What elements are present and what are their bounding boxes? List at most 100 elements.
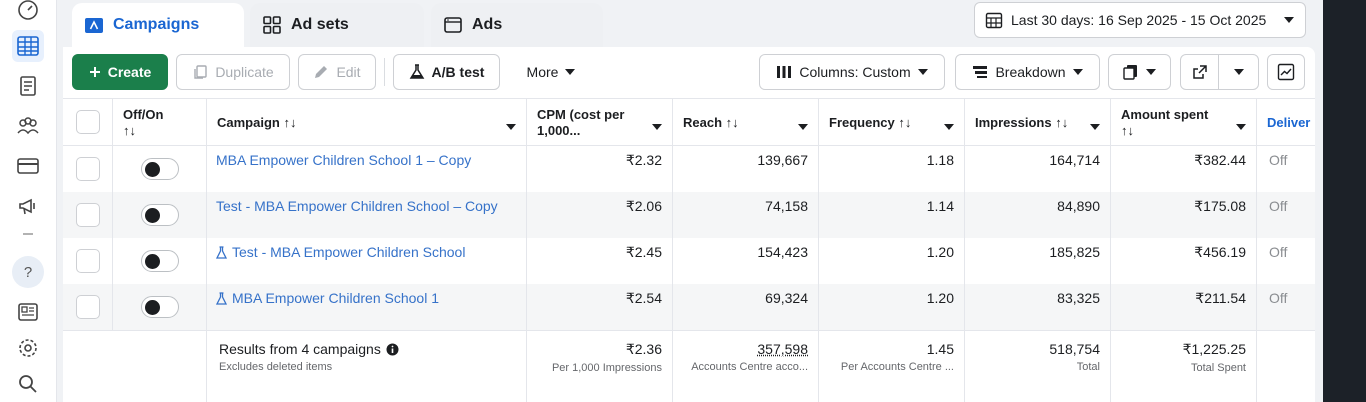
row-checkbox[interactable]: [75, 249, 100, 273]
header-frequency[interactable]: Frequency ↑↓: [819, 99, 965, 145]
cpm-cell: ₹2.06: [527, 192, 673, 238]
campaign-toggle[interactable]: [140, 158, 179, 180]
sort-icon[interactable]: ↑↓: [898, 115, 912, 130]
toggle-knob: [144, 300, 160, 315]
campaign-name-cell[interactable]: Test - MBA Empower Children School – Cop…: [207, 192, 527, 238]
footer-results: Results from 4 campaigns Excludes delete…: [207, 331, 527, 402]
tab-ads[interactable]: Ads: [431, 3, 603, 47]
campaigns-table: Off/On ↑↓ Campaign ↑↓ CPM (cost per 1,00…: [63, 98, 1315, 402]
campaign-toggle[interactable]: [140, 250, 179, 272]
sort-icon[interactable]: ↑↓: [1121, 123, 1134, 138]
pages-icon[interactable]: [12, 70, 44, 102]
header-reach[interactable]: Reach ↑↓: [673, 99, 819, 145]
export-button[interactable]: [1180, 54, 1259, 90]
table-row[interactable]: MBA Empower Children School 1 ₹2.54 69,324…: [63, 284, 1315, 330]
header-amount-spent[interactable]: Amount spent ↑↓: [1111, 99, 1257, 145]
chevron-down-icon: [917, 68, 928, 76]
duplicate-button[interactable]: Duplicate: [176, 54, 290, 90]
select-all-checkbox[interactable]: [75, 110, 100, 134]
campaign-name-cell[interactable]: MBA Empower Children School 1 – Copy: [207, 146, 527, 192]
edit-button[interactable]: Edit: [298, 54, 376, 90]
row-checkbox[interactable]: [75, 203, 100, 227]
row-toggle-cell: [113, 146, 207, 192]
ab-test-button[interactable]: A/B test: [393, 54, 500, 90]
column-menu-caret-icon[interactable]: [652, 119, 662, 134]
campaign-name-link[interactable]: MBA Empower Children School 1: [232, 290, 439, 306]
settings-gear-icon[interactable]: [12, 332, 44, 364]
chart-button[interactable]: [1267, 54, 1305, 90]
header-campaign[interactable]: Campaign ↑↓: [207, 99, 527, 145]
campaign-name-cell[interactable]: Test - MBA Empower Children School: [207, 238, 527, 284]
footer-cpm-note: Per 1,000 Impressions: [551, 362, 662, 374]
row-select-cell: [63, 146, 113, 192]
table-row[interactable]: MBA Empower Children School 1 – Copy ₹2.3…: [63, 146, 1315, 192]
row-checkbox[interactable]: [75, 295, 100, 319]
plus-icon: [89, 66, 101, 78]
reports-icon: [1123, 64, 1139, 80]
sort-icon[interactable]: ↑↓: [283, 115, 297, 130]
info-icon[interactable]: [386, 343, 399, 356]
footer-frequency-note: Per Accounts Centre ...: [840, 361, 954, 373]
table-row[interactable]: Test - MBA Empower Children School – Cop…: [63, 192, 1315, 238]
search-icon[interactable]: [12, 368, 44, 400]
create-button[interactable]: Create: [72, 54, 168, 90]
more-button[interactable]: More: [512, 54, 590, 90]
reports-button[interactable]: [1108, 54, 1171, 90]
breakdown-button[interactable]: Breakdown: [955, 54, 1100, 90]
tab-campaigns[interactable]: Campaigns: [72, 3, 244, 47]
row-select-cell: [63, 284, 113, 330]
row-select-cell: [63, 192, 113, 238]
campaign-toggle[interactable]: [140, 296, 179, 318]
breakdown-label: Breakdown: [995, 64, 1066, 80]
campaign-name-link[interactable]: Test - MBA Empower Children School – Cop…: [216, 198, 498, 214]
column-menu-caret-icon[interactable]: [506, 119, 516, 134]
table-row[interactable]: Test - MBA Empower Children School ₹2.45 1…: [63, 238, 1315, 284]
campaigns-table-icon[interactable]: [12, 30, 44, 62]
impressions-cell: 164,714: [965, 146, 1111, 192]
ab-test-flask-icon: [216, 246, 227, 259]
footer-reach-value[interactable]: 357,598: [757, 341, 808, 357]
campaign-toggle[interactable]: [140, 204, 179, 226]
reach-cell: 154,423: [673, 238, 819, 284]
footer-cpm: ₹2.36 Per 1,000 Impressions: [527, 331, 673, 402]
news-icon[interactable]: [12, 296, 44, 328]
tab-label: Ads: [472, 16, 503, 33]
edit-label: Edit: [336, 64, 361, 80]
column-menu-caret-icon[interactable]: [1090, 119, 1100, 134]
help-icon[interactable]: ?: [12, 256, 44, 288]
columns-button[interactable]: Columns: Custom: [759, 54, 945, 90]
row-select-cell: [63, 238, 113, 284]
divider-icon: [12, 226, 44, 242]
header-impressions[interactable]: Impressions ↑↓: [965, 99, 1111, 145]
impressions-cell: 185,825: [965, 238, 1111, 284]
columns-icon: [776, 65, 792, 79]
billing-card-icon[interactable]: [12, 150, 44, 182]
sort-icon[interactable]: ↑↓: [1055, 115, 1069, 130]
column-menu-caret-icon[interactable]: [944, 119, 954, 134]
footer-cpm-value: ₹2.36: [625, 341, 662, 357]
sort-icon[interactable]: ↑↓: [725, 115, 739, 130]
frequency-cell: 1.14: [819, 192, 965, 238]
megaphone-icon[interactable]: [12, 190, 44, 222]
row-checkbox[interactable]: [75, 157, 100, 181]
header-delivery[interactable]: Deliver: [1257, 99, 1315, 145]
campaign-name-link[interactable]: Test - MBA Empower Children School: [232, 244, 466, 260]
tab-ad-sets[interactable]: Ad sets: [250, 3, 424, 47]
column-menu-caret-icon[interactable]: [1236, 119, 1246, 134]
campaign-name-link[interactable]: MBA Empower Children School 1 – Copy: [216, 152, 472, 168]
performance-gauge-icon[interactable]: [12, 0, 44, 26]
calendar-icon: [985, 11, 1003, 29]
column-menu-caret-icon[interactable]: [798, 119, 808, 134]
toolbar-divider: [384, 58, 385, 86]
header-cpm[interactable]: CPM (cost per 1,000...: [527, 99, 673, 145]
impressions-cell: 83,325: [965, 284, 1111, 330]
footer-spacer: [63, 331, 207, 402]
date-range-picker[interactable]: Last 30 days: 16 Sep 2025 - 15 Oct 2025: [974, 2, 1306, 38]
campaign-name-cell[interactable]: MBA Empower Children School 1: [207, 284, 527, 330]
audiences-icon[interactable]: [12, 110, 44, 142]
impressions-cell: 84,890: [965, 192, 1111, 238]
sort-icon[interactable]: ↑↓: [123, 123, 136, 138]
footer-reach: 357,598 Accounts Centre acco...: [673, 331, 819, 402]
chevron-down-icon: [1146, 68, 1156, 76]
delivery-cell: Off: [1269, 244, 1288, 260]
